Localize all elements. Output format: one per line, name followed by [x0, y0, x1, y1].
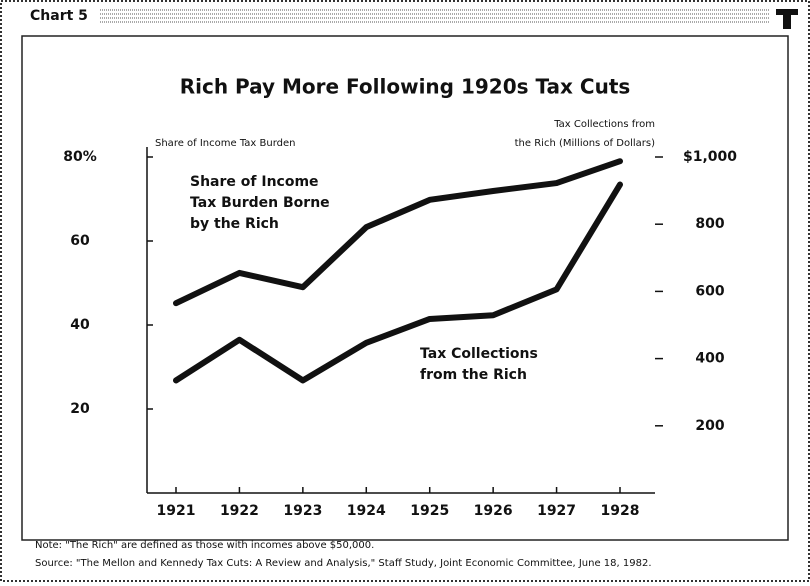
window-icon[interactable] — [776, 9, 798, 29]
y-tick-label: 20 — [70, 401, 90, 417]
y2-axis-label: Tax Collections from — [553, 119, 655, 130]
chart-panel — [21, 35, 789, 541]
y-tick-label: 40 — [70, 317, 90, 333]
x-tick-label: 1921 — [157, 503, 196, 519]
x-tick-label: 1927 — [537, 503, 576, 519]
series-label: from the Rich — [420, 367, 527, 383]
window-title: Chart 5 — [30, 8, 88, 24]
y-tick-label: 80% — [63, 149, 97, 165]
x-tick-label: 1926 — [474, 503, 513, 519]
y2-tick-label: 800 — [695, 216, 724, 232]
y-axis-label: Share of Income Tax Burden — [155, 138, 295, 149]
y-tick-label: 60 — [70, 233, 90, 249]
title-bar — [22, 5, 798, 29]
series-label: Tax Burden Borne — [190, 195, 330, 211]
y2-tick-label: $1,000 — [683, 149, 737, 165]
y2-tick-label: 600 — [695, 283, 724, 299]
y2-axis-label: the Rich (Millions of Dollars) — [515, 138, 655, 149]
series-label: Share of Income — [190, 174, 319, 190]
window-title-box — [22, 5, 92, 27]
x-tick-label: 1924 — [347, 503, 386, 519]
y2-tick-label: 400 — [695, 351, 724, 367]
x-tick-label: 1925 — [410, 503, 449, 519]
note: Note: "The Rich" are defined as those wi… — [35, 540, 374, 551]
chart-title: Rich Pay More Following 1920s Tax Cuts — [180, 75, 631, 99]
series-label: Tax Collections — [420, 346, 538, 362]
series-line — [173, 158, 623, 307]
source: Source: "The Mellon and Kennedy Tax Cuts… — [35, 558, 652, 569]
series-line — [173, 181, 623, 384]
x-tick-label: 1922 — [220, 503, 259, 519]
x-tick-label: 1923 — [283, 503, 322, 519]
x-tick-label: 1928 — [601, 503, 640, 519]
y2-tick-label: 200 — [695, 418, 724, 434]
series-label: by the Rich — [190, 216, 279, 232]
